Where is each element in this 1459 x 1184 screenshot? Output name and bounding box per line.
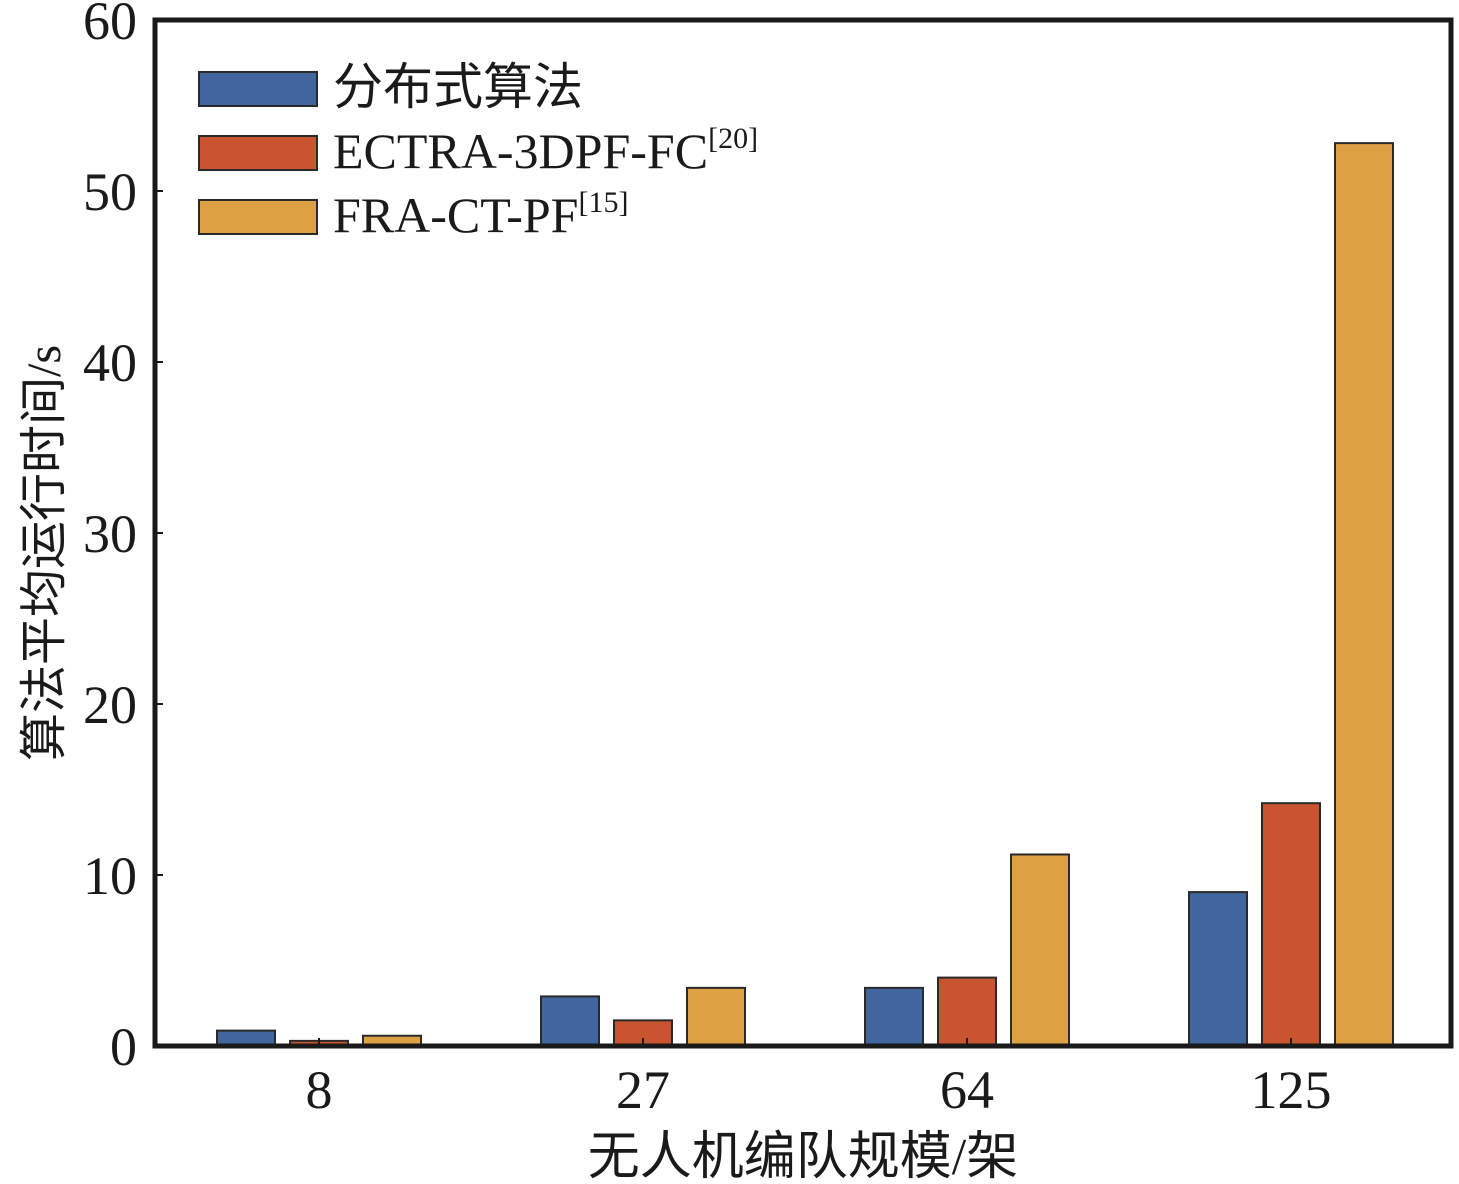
legend-reference-superscript: [20] [708, 122, 758, 155]
x-axis-label: 无人机编队规模/架 [588, 1129, 1018, 1184]
bar-2-125 [1261, 802, 1321, 1047]
bar-1-27 [540, 995, 600, 1047]
y-tick-label: 10 [83, 846, 137, 906]
x-tick-label: 125 [1251, 1060, 1332, 1120]
legend-swatch-3 [198, 199, 318, 235]
bar-3-27 [686, 986, 746, 1047]
bars-layer [216, 142, 1394, 1047]
legend-reference-superscript: [15] [578, 186, 628, 219]
x-axis-ticks: 8 27 64 125 [306, 1038, 1332, 1120]
legend-swatch-2 [198, 135, 318, 171]
legend: 分布式算法 ECTRA-3DPF-FC[20] FRA-CT-PF[15] [198, 59, 758, 243]
legend-label-text: ECTRA-3DPF-FC [333, 123, 708, 179]
y-tick-label: 40 [83, 333, 137, 393]
x-tick-label: 27 [616, 1060, 670, 1120]
legend-swatch-1 [198, 71, 318, 107]
y-tick-label: 60 [83, 0, 137, 51]
bar-1-125 [1188, 891, 1248, 1047]
y-tick-label: 20 [83, 675, 137, 735]
x-tick-label: 8 [306, 1060, 333, 1120]
bar-1-64 [864, 986, 924, 1047]
legend-label-1: 分布式算法 [333, 59, 583, 115]
y-axis-label: 算法平均运行时间/s [18, 345, 71, 761]
legend-label-text: 分布式算法 [333, 59, 583, 115]
y-tick-label: 50 [83, 162, 137, 222]
legend-label-2: ECTRA-3DPF-FC[20] [333, 122, 758, 179]
y-tick-label: 30 [83, 504, 137, 564]
y-tick-label: 0 [110, 1017, 137, 1077]
legend-label-text: FRA-CT-PF [333, 187, 578, 243]
bar-3-125 [1334, 142, 1394, 1047]
bar-3-64 [1010, 853, 1070, 1047]
legend-label-3: FRA-CT-PF[15] [333, 186, 628, 243]
bar-2-64 [937, 976, 997, 1047]
x-tick-label: 64 [940, 1060, 994, 1120]
y-axis-ticks: 0 10 20 30 40 50 60 [83, 0, 163, 1077]
